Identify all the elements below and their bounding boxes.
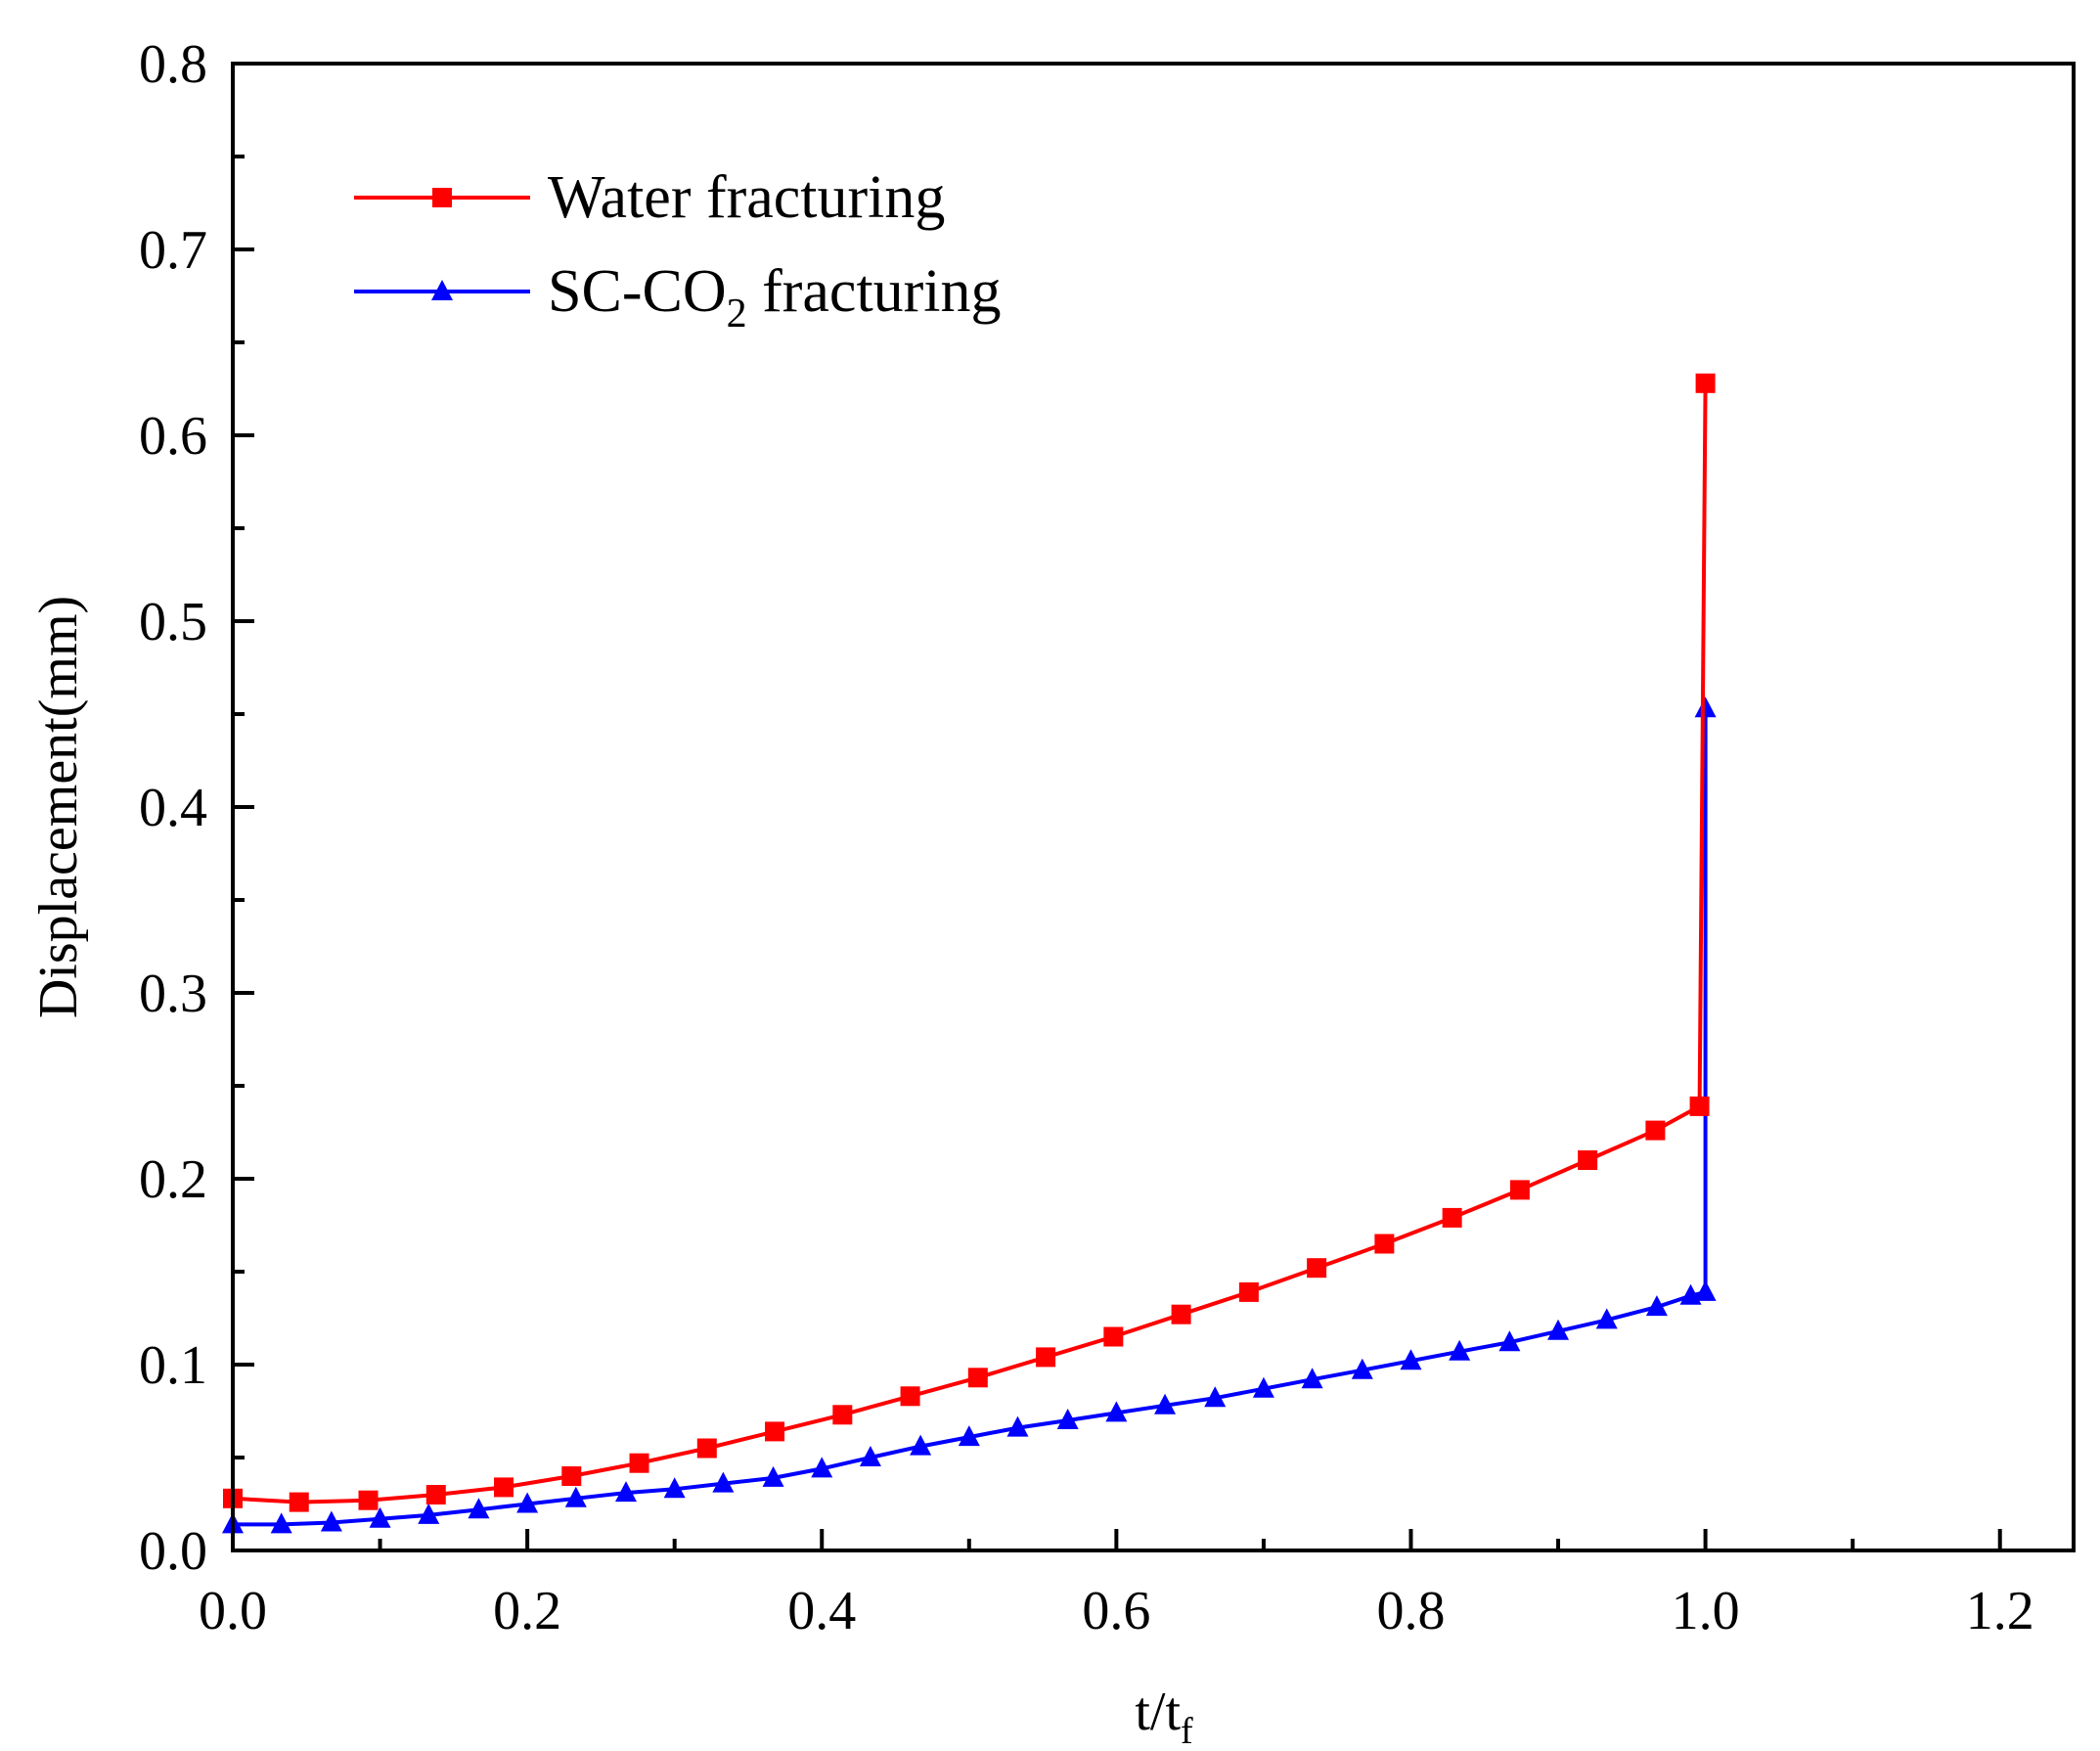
x-tick-label-1: 0.2	[493, 1581, 561, 1641]
legend-label-water: Water fracturing	[548, 164, 945, 231]
point-water-1	[289, 1492, 309, 1512]
axis-ticks	[231, 62, 2002, 1552]
x-tick-label-4: 0.8	[1376, 1581, 1445, 1641]
point-water-22	[1689, 1096, 1710, 1116]
point-water-2	[358, 1490, 379, 1510]
point-water-21	[1645, 1120, 1666, 1141]
point-water-13	[1103, 1326, 1124, 1347]
point-water-7	[696, 1438, 717, 1459]
point-sc-co2-15	[958, 1425, 980, 1447]
point-water-23	[1695, 373, 1716, 393]
point-sc-co2-21	[1252, 1376, 1274, 1398]
x-axis-label: t/tf	[1135, 1682, 1193, 1751]
point-sc-co2-23	[1351, 1358, 1373, 1379]
point-water-20	[1578, 1150, 1598, 1170]
point-water-5	[561, 1466, 582, 1486]
point-sc-co2-22	[1301, 1368, 1323, 1389]
legend: Water fracturing SC-CO2 fracturing	[354, 164, 1002, 337]
point-sc-co2-3	[369, 1506, 391, 1528]
legend-label-sc-co2-tail: fracturing	[747, 258, 1002, 325]
y-axis-label: Displacement(mm)	[28, 596, 89, 1018]
point-sc-co2-9	[663, 1477, 686, 1499]
point-water-3	[425, 1485, 446, 1504]
point-sc-co2-27	[1547, 1319, 1570, 1340]
point-water-12	[1036, 1347, 1056, 1368]
point-sc-co2-19	[1154, 1393, 1177, 1414]
legend-label-sc-co2: SC-CO2 fracturing	[548, 258, 1002, 337]
point-sc-co2-4	[418, 1503, 440, 1524]
point-sc-co2-1	[270, 1512, 292, 1534]
point-sc-co2-16	[1006, 1415, 1029, 1437]
point-sc-co2-13	[859, 1446, 881, 1466]
y-tick-label-8: 0.8	[139, 34, 207, 95]
x-axis-label-main: t/t	[1135, 1682, 1181, 1742]
point-sc-co2-10	[712, 1471, 735, 1493]
point-water-15	[1238, 1281, 1259, 1302]
series-line-water	[232, 382, 1708, 1504]
point-water-11	[967, 1368, 988, 1388]
x-tick-label-6: 1.2	[1966, 1581, 2034, 1641]
point-sc-co2-24	[1400, 1349, 1422, 1370]
legend-label-sc-co2-subscript: 2	[727, 292, 747, 337]
point-water-16	[1307, 1258, 1327, 1279]
point-sc-co2-6	[516, 1492, 539, 1513]
point-sc-co2-29	[1645, 1295, 1668, 1317]
point-water-14	[1171, 1304, 1191, 1324]
y-tick-label-2: 0.2	[139, 1149, 207, 1210]
x-tick-label-0: 0.0	[199, 1581, 267, 1641]
point-sc-co2-11	[762, 1465, 784, 1487]
point-sc-co2-12	[811, 1457, 833, 1478]
y-tick-label-7: 0.7	[139, 220, 207, 281]
point-sc-co2-32	[1694, 696, 1717, 718]
point-sc-co2-20	[1204, 1386, 1227, 1408]
point-water-10	[900, 1386, 920, 1407]
y-tick-label-0: 0.0	[139, 1521, 207, 1582]
y-tick-label-4: 0.4	[139, 778, 207, 838]
legend-marker-water	[432, 188, 452, 207]
point-sc-co2-28	[1595, 1308, 1618, 1329]
point-water-4	[494, 1477, 514, 1498]
point-sc-co2-31	[1694, 1280, 1717, 1301]
point-sc-co2-2	[320, 1510, 342, 1532]
x-tick-label-3: 0.6	[1082, 1581, 1150, 1641]
point-sc-co2-18	[1105, 1401, 1128, 1422]
y-tick-label-3: 0.3	[139, 964, 207, 1024]
point-water-17	[1374, 1234, 1395, 1254]
legend-label-sc-co2-main: SC-CO	[548, 258, 727, 325]
point-sc-co2-14	[910, 1434, 932, 1456]
point-water-8	[765, 1421, 785, 1442]
point-sc-co2-25	[1449, 1339, 1471, 1361]
x-axis-label-subscript: f	[1181, 1711, 1193, 1751]
point-water-19	[1509, 1180, 1530, 1200]
point-sc-co2-8	[614, 1481, 637, 1503]
y-tick-label-1: 0.1	[139, 1335, 207, 1396]
legend-marker-sc-co2	[431, 280, 453, 300]
legend-entry-water: Water fracturing	[354, 164, 945, 231]
y-tick-label-5: 0.5	[139, 592, 207, 652]
axis-tick-labels: 0.0 0.2 0.4 0.6 0.8 1.0 1.2 0.0 0.1 0.2 0.3 0.4 0.5 0…	[139, 34, 2034, 1641]
point-sc-co2-17	[1056, 1409, 1079, 1429]
x-tick-label-5: 1.0	[1672, 1581, 1740, 1641]
y-tick-label-6: 0.6	[139, 406, 207, 467]
point-sc-co2-7	[564, 1486, 587, 1507]
point-water-6	[629, 1453, 649, 1473]
point-water-9	[832, 1405, 853, 1425]
plot-marks	[222, 373, 1717, 1534]
x-tick-label-2: 0.4	[787, 1581, 856, 1641]
legend-entry-sc-co2: SC-CO2 fracturing	[354, 258, 1002, 337]
point-sc-co2-26	[1498, 1330, 1521, 1352]
point-sc-co2-5	[468, 1498, 490, 1519]
point-water-18	[1442, 1207, 1462, 1228]
